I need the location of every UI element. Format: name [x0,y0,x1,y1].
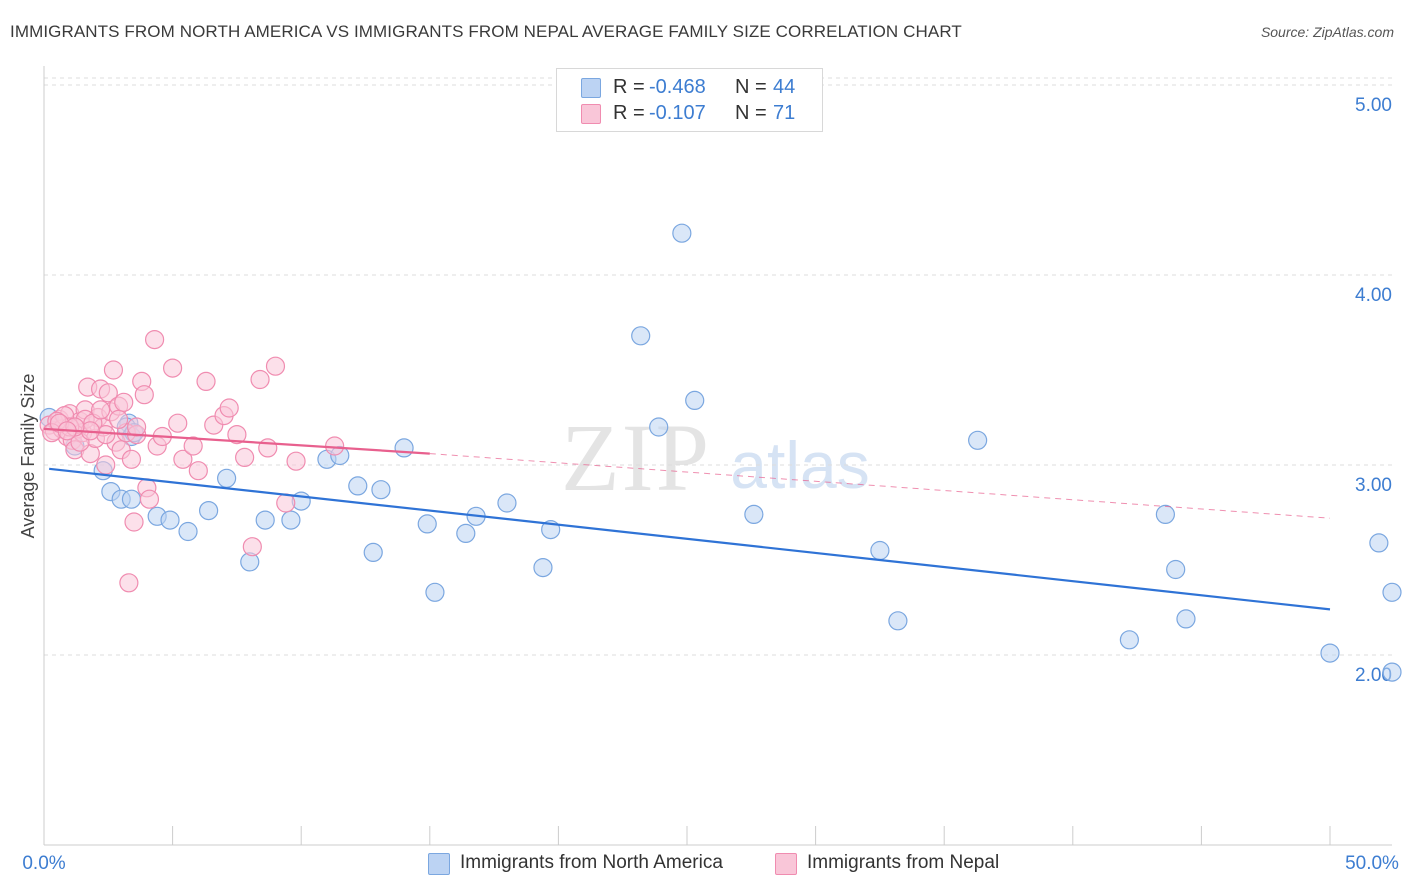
n-label: N = [735,76,767,98]
nepal-point [168,413,188,433]
north-america-point [1176,609,1196,629]
nepal-points [39,330,345,593]
north-america-point [968,430,988,450]
nepal-point [134,385,154,405]
nepal-point [173,449,193,469]
north-america-point [1369,533,1389,553]
y-axis-label: Average Family Size [18,374,38,539]
north-america-point [178,521,198,542]
north-america-point [456,523,476,544]
chart-title: IMMIGRANTS FROM NORTH AMERICA VS IMMIGRA… [10,22,962,41]
nepal-point [242,537,262,557]
north-america-point [394,438,414,458]
nepal-point [124,512,144,532]
nepal-point [98,383,118,403]
north-america-point [217,468,237,488]
r-value: -0.468 [649,76,706,98]
north-america-point [685,390,705,410]
north-america-point [870,540,890,561]
north-america-point [281,510,301,530]
nepal-point [114,392,134,412]
north-america-point [425,582,445,602]
north-america-legend-swatch [428,853,450,875]
stats-legend: R = -0.468 N = 44 R = -0.107 N = 71 [556,68,823,132]
north-america-point [1119,630,1139,650]
nepal-point [103,360,124,380]
north-america-point [533,557,553,578]
legend-label: Immigrants from Nepal [807,852,1000,873]
y-tick-label: 5.00 [1355,95,1392,116]
nepal-point [250,369,270,390]
nepal-point [121,449,142,469]
nepal-point [183,436,203,456]
watermark-zip: ZIP [561,404,711,511]
source-label: Source: ZipAtlas.com [1260,24,1394,40]
nepal-swatch [581,104,601,124]
nepal-point [188,461,208,481]
north-america-point [649,417,669,437]
nepal-trendline-extension [429,453,1331,519]
north-america-point [888,611,908,631]
stats-row-nepal: R = -0.107 N = 71 [557,100,822,128]
north-america-point [121,489,142,509]
r-value: -0.107 [649,102,706,124]
nepal-point [119,573,139,593]
nepal-point [227,425,247,445]
stats-row-north-america: R = -0.468 N = 44 [557,74,822,102]
nepal-point [126,417,147,437]
north-america-point [160,510,180,530]
north-america-point [1155,504,1175,525]
nepal-point [108,409,129,429]
x-tick-label: 50.0% [1345,853,1399,874]
nepal-trendline [43,427,430,455]
north-america-points [39,223,1402,682]
nepal-point [235,447,255,467]
north-america-point [1166,559,1186,580]
nepal-point [219,398,239,418]
nepal-legend-swatch [775,853,797,875]
r-label: R = [613,76,645,98]
north-america-point [1320,643,1340,663]
north-america-point [417,514,437,534]
north-america-point [363,542,383,563]
nepal-point [325,436,345,456]
n-value: 71 [773,102,796,124]
north-america-point [631,326,651,346]
north-america-point [255,510,275,530]
north-america-point [1382,582,1402,602]
north-america-point [348,476,368,496]
x-tick-label: 0.0% [22,853,65,874]
nepal-point [139,489,160,509]
north-america-point [744,504,764,525]
north-america-trendline [49,467,1331,611]
y-tick-label: 4.00 [1355,285,1392,306]
n-label: N = [735,102,767,124]
r-label: R = [613,102,645,124]
nepal-point [258,438,278,458]
north-america-point [371,480,391,500]
nepal-point [276,493,296,513]
north-america-swatch [581,78,601,98]
north-america-point [1382,662,1402,682]
nepal-point [286,451,306,471]
nepal-point [144,330,165,350]
nepal-point [196,371,216,391]
nepal-point [90,400,111,420]
north-america-point [672,223,692,243]
y-tick-label: 3.00 [1355,475,1392,496]
nepal-point [163,358,183,378]
n-value: 44 [773,76,796,98]
nepal-point [96,455,116,475]
north-america-point [199,501,219,521]
north-america-point [497,493,517,513]
legend-label: Immigrants from North America [460,852,723,873]
nepal-point [265,356,286,376]
